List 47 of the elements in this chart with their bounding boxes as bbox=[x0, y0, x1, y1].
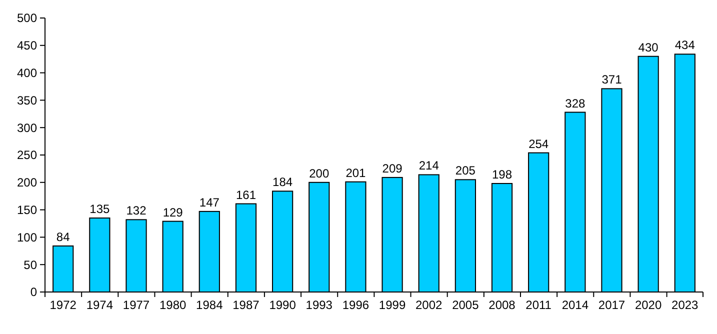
y-tick-label: 150 bbox=[16, 203, 38, 217]
data-label: 214 bbox=[418, 158, 440, 173]
x-tick-label: 1990 bbox=[269, 298, 296, 312]
y-tick-label: 300 bbox=[16, 120, 38, 135]
x-tick-label: 1987 bbox=[232, 298, 260, 312]
x-tick-label: 1977 bbox=[122, 298, 150, 312]
y-tick-label: 450 bbox=[16, 38, 38, 53]
data-label: 328 bbox=[565, 96, 586, 110]
data-label: 161 bbox=[236, 188, 256, 202]
x-tick-label: 2002 bbox=[416, 298, 443, 312]
data-label: 201 bbox=[346, 166, 366, 180]
data-label: 132 bbox=[126, 204, 147, 218]
x-tick-label: 2017 bbox=[598, 298, 626, 312]
x-tick-label: 1999 bbox=[378, 298, 406, 312]
data-label: 129 bbox=[162, 205, 184, 220]
x-tick-label: 2008 bbox=[488, 298, 516, 312]
y-tick-label: 350 bbox=[16, 93, 38, 108]
y-tick-label: 0 bbox=[30, 285, 38, 300]
x-tick-label: 2014 bbox=[562, 298, 589, 312]
x-tick-label: 1996 bbox=[342, 298, 370, 312]
x-tick-label: 2011 bbox=[526, 298, 552, 312]
data-label: 200 bbox=[309, 166, 330, 180]
data-label: 147 bbox=[199, 195, 220, 210]
data-label: 184 bbox=[272, 175, 293, 190]
x-tick-label: 1974 bbox=[86, 298, 114, 312]
y-tick-label: 400 bbox=[16, 66, 38, 80]
data-label: 430 bbox=[638, 40, 659, 54]
y-tick-label: 50 bbox=[24, 258, 38, 272]
x-tick-label: 1993 bbox=[306, 298, 333, 312]
x-tick-label: 2005 bbox=[452, 298, 480, 312]
x-tick-label: 1972 bbox=[50, 298, 77, 312]
x-tick-label: 2023 bbox=[672, 298, 699, 312]
data-label: 209 bbox=[382, 161, 403, 176]
data-label: 371 bbox=[602, 72, 622, 87]
y-tick-label: 200 bbox=[16, 176, 38, 190]
x-tick-label: 1984 bbox=[196, 298, 224, 312]
y-tick-label: 250 bbox=[16, 148, 38, 162]
data-label: 135 bbox=[90, 202, 110, 216]
data-label: 254 bbox=[528, 136, 549, 151]
data-label: 198 bbox=[492, 167, 512, 182]
y-tick-label: 500 bbox=[16, 11, 38, 26]
data-label: 205 bbox=[455, 164, 476, 178]
x-tick-label: 1980 bbox=[159, 298, 187, 312]
y-tick-label: 100 bbox=[16, 230, 38, 244]
data-label: 434 bbox=[674, 38, 696, 52]
data-label: 84 bbox=[56, 230, 70, 244]
x-tick-label: 2020 bbox=[634, 298, 662, 312]
